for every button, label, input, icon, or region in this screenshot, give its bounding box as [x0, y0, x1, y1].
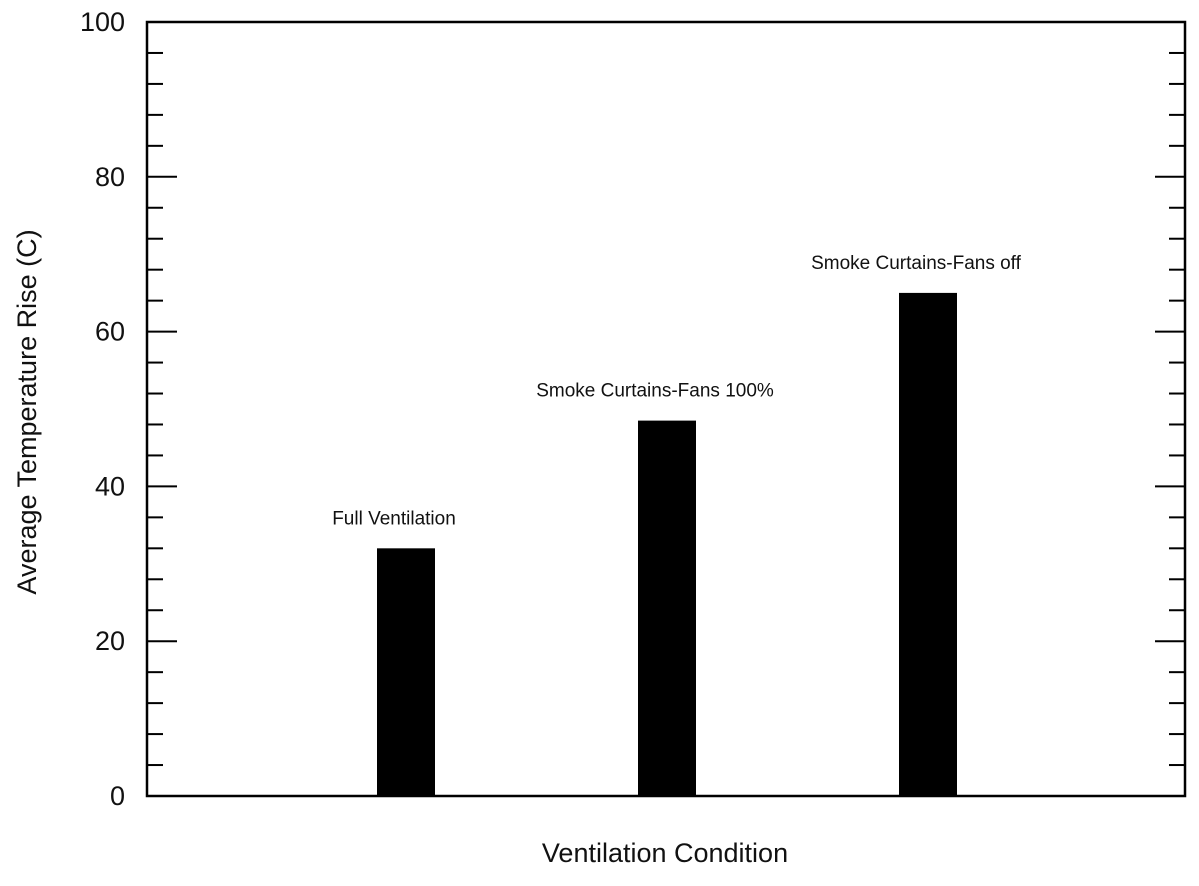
y-tick-label: 100	[80, 7, 125, 37]
y-tick-label: 20	[95, 626, 125, 656]
bar-labels: Full Ventilation Smoke Curtains-Fans 100%…	[332, 253, 1021, 529]
bar-label: Full Ventilation	[332, 508, 456, 529]
y-tick-label: 40	[95, 471, 125, 501]
y-axis-ticks: 0 20 40 60 80 100	[80, 7, 125, 811]
y-axis-title: Average Temperature Rise (C)	[12, 229, 42, 594]
y-tick-label: 0	[110, 781, 125, 811]
y-tick-label: 80	[95, 162, 125, 192]
bar	[899, 292, 957, 796]
bar-label: Smoke Curtains-Fans 100%	[536, 381, 774, 402]
bar	[377, 548, 435, 796]
bars	[377, 292, 957, 796]
x-axis-title: Ventilation Condition	[542, 838, 788, 868]
bar	[638, 420, 696, 796]
y-tick-label: 60	[95, 317, 125, 347]
minor-ticks	[147, 21, 1185, 797]
bar-label: Smoke Curtains-Fans off	[811, 253, 1022, 274]
